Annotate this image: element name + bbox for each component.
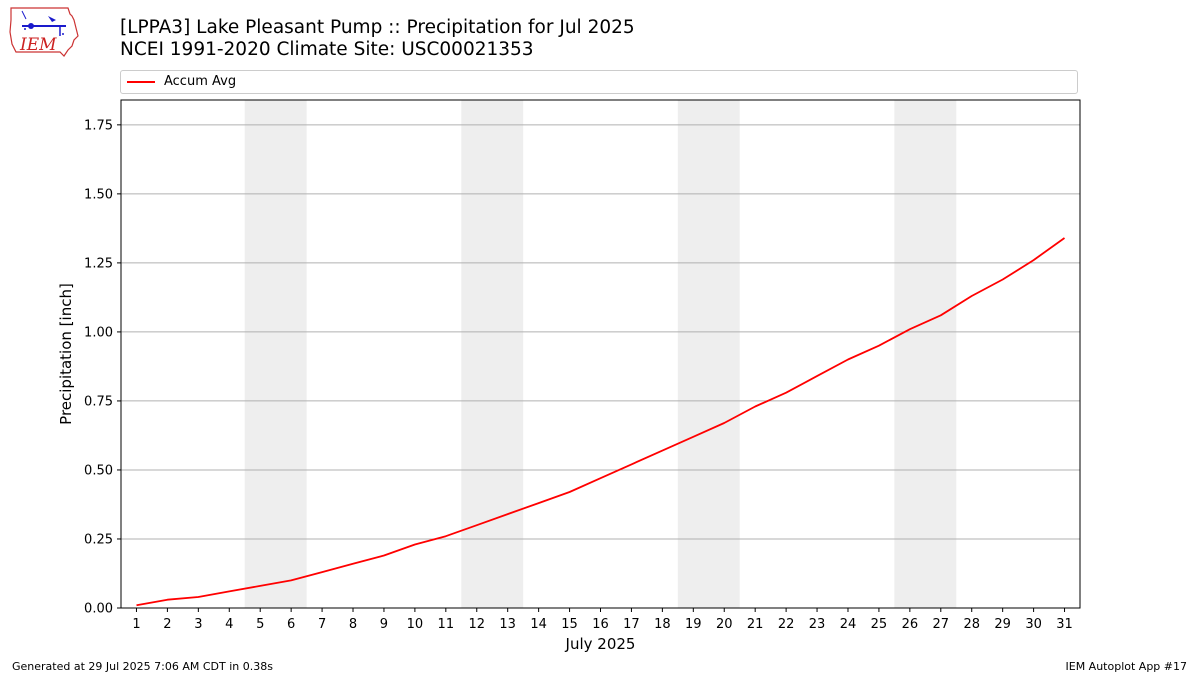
x-tick-label: 7	[318, 617, 326, 632]
weekend-band	[894, 100, 957, 608]
legend-swatch-accum-avg	[127, 81, 155, 83]
app-label: IEM Autoplot App #17	[1065, 660, 1188, 673]
y-axis-title: Precipitation [inch]	[57, 283, 75, 425]
x-tick-label: 13	[499, 617, 516, 632]
y-tick-label: 1.75	[84, 118, 113, 133]
series-layer	[136, 237, 1066, 607]
y-tick-label: 1.00	[84, 325, 113, 340]
x-tick-label: 6	[287, 617, 295, 632]
x-tick-label: 16	[592, 617, 609, 632]
x-tick-label: 19	[685, 617, 702, 632]
x-tick-label: 17	[623, 617, 640, 632]
x-tick-label: 24	[840, 617, 857, 632]
x-tick-label: 5	[256, 617, 264, 632]
x-tick-label: 1	[132, 617, 140, 632]
iem-logo-text: IEM	[19, 35, 57, 55]
x-tick-label: 28	[963, 617, 980, 632]
weekend-band	[677, 100, 740, 608]
generated-timestamp: Generated at 29 Jul 2025 7:06 AM CDT in …	[12, 660, 273, 673]
y-tick-label: 0.50	[84, 463, 113, 478]
x-tick-label: 21	[747, 617, 764, 632]
chart-subtitle: NCEI 1991-2020 Climate Site: USC00021353	[120, 39, 534, 60]
x-tick-label: 15	[561, 617, 578, 632]
series-line-accum-avg	[136, 237, 1066, 607]
weekend-band	[461, 100, 524, 608]
y-tick-label: 0.00	[84, 602, 113, 617]
iem-logo: IEM	[8, 6, 80, 58]
x-axis-ticks: 1 2 3 4 5 6 7 8 9 10 11 12 13 14 15 16 17 18 19 20 21 22 23 24 2…	[132, 608, 1073, 632]
chart-title: [LPPA3] Lake Pleasant Pump :: Precipitat…	[120, 17, 635, 61]
x-tick-label: 8	[349, 617, 357, 632]
y-tick-label: 0.75	[84, 394, 113, 409]
x-tick-label: 18	[654, 617, 671, 632]
x-tick-label: 22	[778, 617, 795, 632]
x-tick-label: 25	[871, 617, 888, 632]
x-tick-label: 3	[194, 617, 202, 632]
legend-label-accum-avg: Accum Avg	[164, 74, 237, 89]
legend: Accum Avg	[120, 70, 1078, 94]
x-tick-label: 31	[1056, 617, 1073, 632]
y-tick-label: 0.25	[84, 532, 113, 547]
x-tick-label: 11	[438, 617, 455, 632]
x-tick-label: 14	[530, 617, 547, 632]
x-tick-label: 29	[994, 617, 1011, 632]
x-tick-label: 20	[716, 617, 733, 632]
x-tick-label: 26	[902, 617, 919, 632]
iem-logo-graphic: IEM	[9, 7, 79, 57]
x-tick-label: 9	[380, 617, 388, 632]
y-axis-ticks: 0.00 0.25 0.50 0.75 1.00 1.25 1.50 1.75	[84, 118, 121, 617]
x-axis-title: July 2025	[565, 635, 636, 653]
weekend-band	[244, 100, 307, 608]
x-tick-label: 10	[407, 617, 424, 632]
chart-title-line1: [LPPA3] Lake Pleasant Pump :: Precipitat…	[120, 17, 635, 38]
y-tick-label: 1.50	[84, 187, 113, 202]
weekend-bands	[244, 100, 957, 608]
y-tick-label: 1.25	[84, 256, 113, 271]
x-tick-label: 27	[933, 617, 950, 632]
x-tick-label: 23	[809, 617, 826, 632]
x-tick-label: 30	[1025, 617, 1042, 632]
x-tick-label: 4	[225, 617, 233, 632]
x-tick-label: 2	[163, 617, 171, 632]
x-tick-label: 12	[468, 617, 485, 632]
